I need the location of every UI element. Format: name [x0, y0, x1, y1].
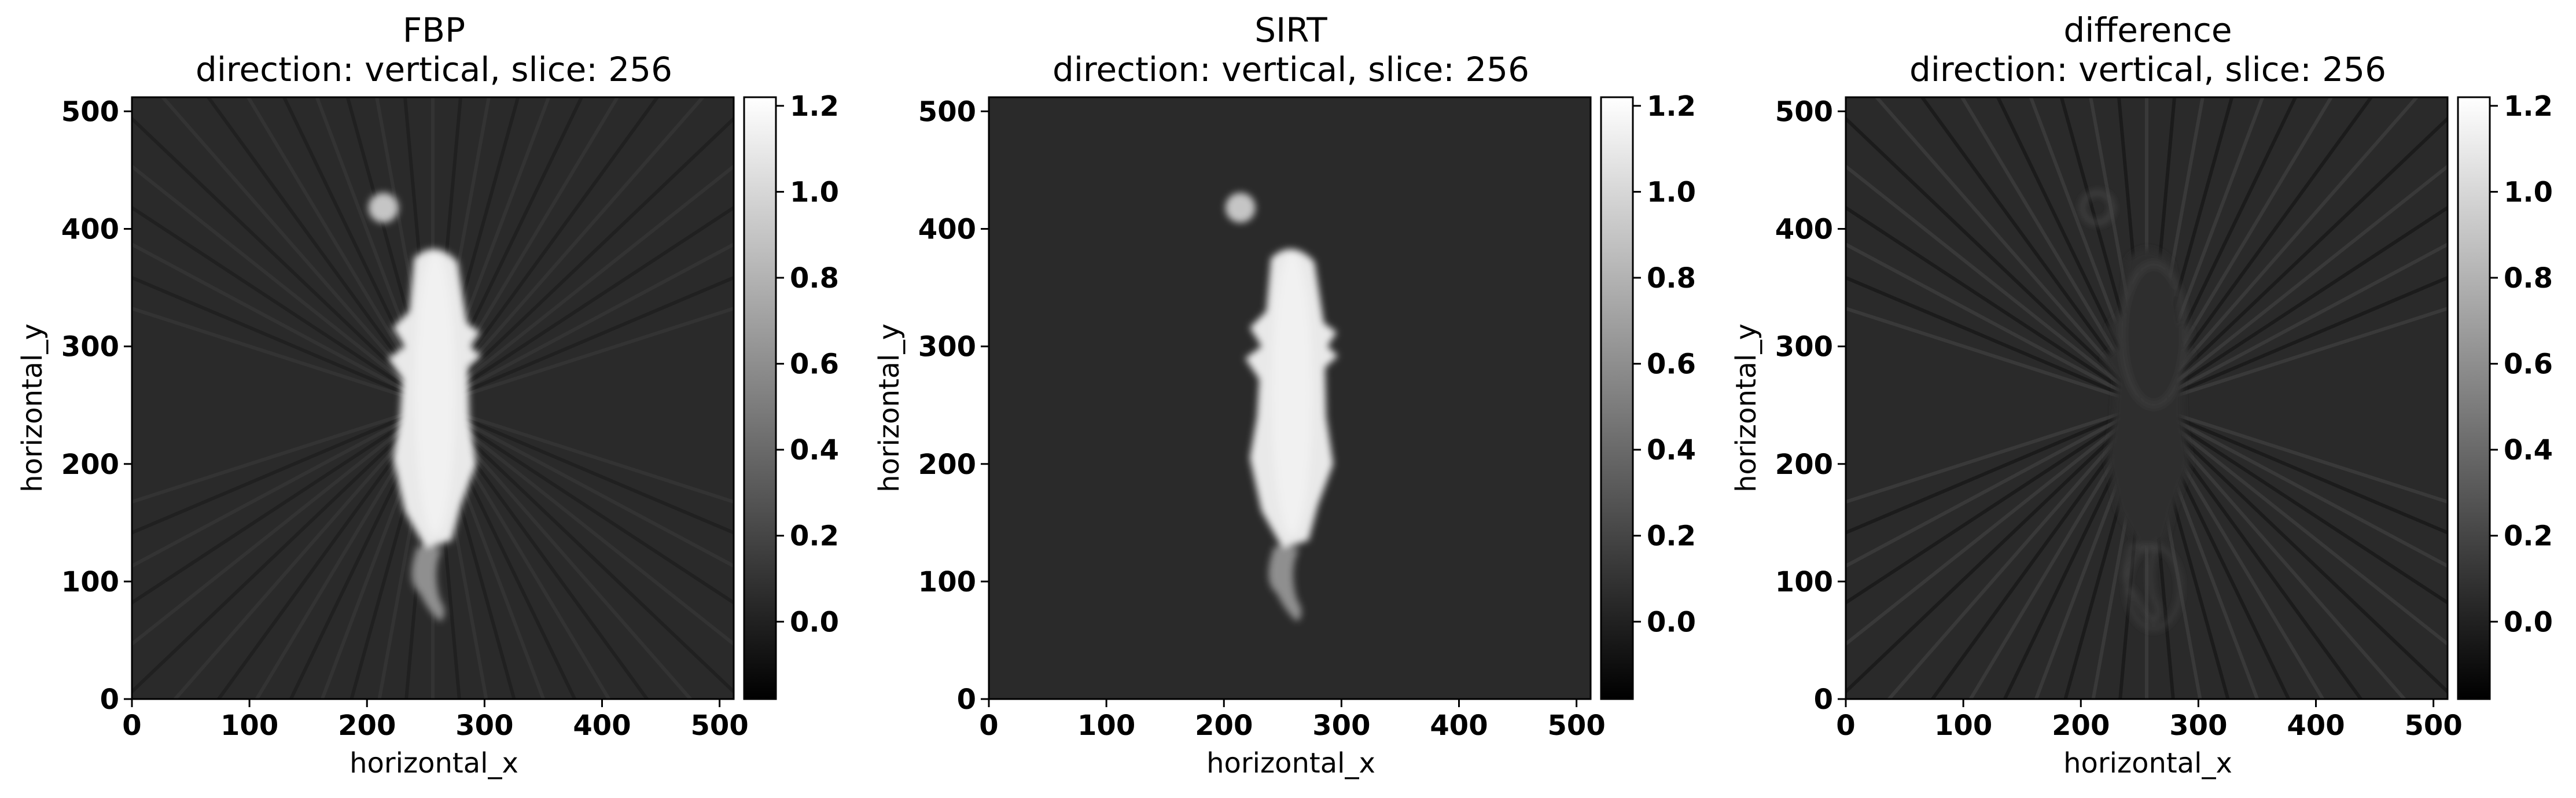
y-tick-label: 200	[61, 448, 119, 481]
panel-difference: difference direction: vertical, slice: 2…	[1730, 10, 2553, 779]
colorbar-tick-label: 0.0	[2504, 606, 2553, 638]
y-tick-label: 100	[1775, 566, 1833, 598]
x-tick-label: 100	[1077, 709, 1135, 742]
x-tick-label: 100	[1934, 709, 1992, 742]
x-tick-label: 200	[338, 709, 396, 742]
colorbar-frame	[2457, 96, 2491, 700]
object-tail	[1268, 546, 1302, 622]
panel-subtitle: direction: vertical, slice: 256	[196, 50, 672, 89]
x-tick-label: 300	[455, 709, 513, 742]
x-tick-label: 500	[691, 709, 749, 742]
y-tick-label: 0	[100, 683, 119, 716]
colorbar-frame	[1600, 96, 1634, 700]
colorbar-tick-label: 0.4	[790, 434, 839, 466]
y-tick-label: 400	[918, 214, 976, 246]
difference-edge	[2125, 545, 2182, 630]
colorbar	[744, 97, 776, 699]
y-tick-label: 200	[1775, 448, 1833, 481]
y-tick-label: 100	[61, 566, 119, 598]
panel-fbp: FBP direction: vertical, slice: 256 0 100…	[16, 10, 839, 779]
y-axis-label: horizontal_y	[1730, 323, 1762, 492]
y-tick-label: 300	[61, 331, 119, 363]
colorbar-tick-label: 1.0	[2504, 176, 2553, 208]
colorbar-tick-label: 1.0	[1647, 176, 1696, 208]
plot-frame	[988, 96, 1592, 700]
y-tick-label: 100	[918, 566, 976, 598]
colorbar	[2458, 97, 2490, 699]
colorbar-tick-label: 0.2	[790, 520, 839, 553]
y-tick-label: 500	[61, 95, 119, 128]
x-tick-label: 300	[2169, 709, 2227, 742]
colorbar	[1601, 97, 1633, 699]
object-core	[415, 252, 455, 535]
colorbar-tick-label: 0.2	[1647, 520, 1696, 553]
panel-title: difference	[2063, 10, 2232, 50]
colorbar-tick-label: 0.6	[790, 348, 839, 381]
colorbar-tick-label: 0.8	[1647, 262, 1696, 295]
panel-title: FBP	[403, 10, 465, 50]
colorbar-tick-label: 1.0	[790, 176, 839, 208]
panel-subtitle: direction: vertical, slice: 256	[1909, 50, 2386, 89]
object-body	[2102, 249, 2195, 549]
heatmap-image	[989, 97, 1591, 699]
x-tick-label: 0	[1836, 709, 1855, 742]
y-tick-label: 200	[918, 448, 976, 481]
object	[1225, 193, 1338, 622]
object-blob	[368, 193, 399, 223]
object	[2080, 191, 2195, 630]
x-tick-label: 200	[2052, 709, 2110, 742]
y-tick-label: 300	[918, 331, 976, 363]
x-tick-label: 400	[1430, 709, 1488, 742]
y-tick-label: 400	[1775, 214, 1833, 246]
y-tick-label: 400	[61, 214, 119, 246]
y-tick-label: 500	[918, 95, 976, 128]
colorbar-tick-label: 0.4	[1647, 434, 1696, 466]
y-tick-label: 500	[1775, 95, 1833, 128]
colorbar-tick-label: 1.2	[1647, 90, 1696, 123]
x-tick-label: 200	[1195, 709, 1253, 742]
y-axis-label: horizontal_y	[16, 323, 49, 492]
object	[368, 193, 481, 622]
x-axis-label: horizontal_x	[2063, 747, 2232, 779]
object-blob	[1225, 193, 1256, 223]
colorbar-tick-label: 0.4	[2504, 434, 2553, 466]
x-tick-label: 300	[1312, 709, 1370, 742]
y-tick-label: 300	[1775, 331, 1833, 363]
colorbar-tick-label: 1.2	[2504, 90, 2553, 123]
colorbar-tick-label: 0.2	[2504, 520, 2553, 553]
colorbar-tick-label: 0.6	[2504, 348, 2553, 381]
heatmap-image	[1846, 97, 2448, 699]
x-tick-label: 400	[573, 709, 631, 742]
y-tick-label: 0	[957, 683, 976, 716]
colorbar-tick-label: 0.0	[1647, 606, 1696, 638]
y-tick-label: 0	[1814, 683, 1833, 716]
object-core	[1272, 252, 1312, 535]
object-tail	[411, 546, 445, 622]
colorbar-tick-label: 0.6	[1647, 348, 1696, 381]
panel-title: SIRT	[1254, 10, 1327, 50]
x-tick-label: 500	[1548, 709, 1606, 742]
panel-sirt: SIRT direction: vertical, slice: 256 0 10…	[873, 10, 1696, 779]
difference-edge	[2120, 262, 2187, 407]
panel-subtitle: direction: vertical, slice: 256	[1053, 50, 1529, 89]
x-axis-label: horizontal_x	[349, 747, 518, 779]
x-tick-label: 100	[220, 709, 278, 742]
object-blob	[2080, 191, 2114, 225]
colorbar-tick-label: 0.8	[2504, 262, 2553, 295]
x-tick-label: 500	[2405, 709, 2463, 742]
colorbar-tick-label: 1.2	[790, 90, 839, 123]
x-tick-label: 0	[979, 709, 998, 742]
x-axis-label: horizontal_x	[1206, 747, 1375, 779]
plot-frame	[131, 96, 735, 700]
colorbar-frame	[743, 96, 777, 700]
x-tick-label: 0	[122, 709, 141, 742]
colorbar-tick-label: 0.8	[790, 262, 839, 295]
x-tick-label: 400	[2287, 709, 2345, 742]
y-axis-label: horizontal_y	[873, 323, 906, 492]
heatmap-image	[132, 97, 734, 699]
colorbar-tick-label: 0.0	[790, 606, 839, 638]
plot-frame	[1845, 96, 2449, 700]
